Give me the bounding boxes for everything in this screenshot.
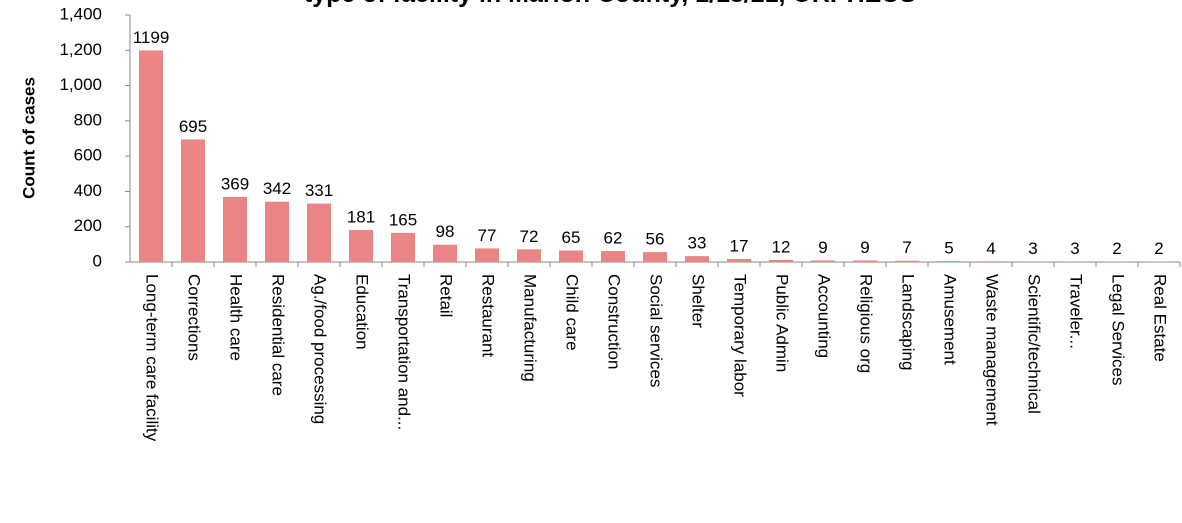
x-tick-label: Child care — [563, 274, 582, 351]
x-tick-label: Retail — [437, 274, 456, 317]
x-tick-label: Legal Services — [1109, 274, 1128, 386]
data-label: 17 — [730, 236, 749, 255]
bar — [643, 252, 667, 262]
y-tick-label: 400 — [74, 181, 102, 200]
data-label: 165 — [389, 210, 417, 229]
data-label: 56 — [646, 230, 665, 249]
x-tick-label: Scientific/technical — [1025, 274, 1044, 414]
data-label: 3 — [1028, 239, 1037, 258]
bar — [433, 244, 457, 262]
x-tick-label: Amusement — [941, 274, 960, 365]
data-label: 77 — [478, 226, 497, 245]
y-tick-label: 1,400 — [59, 4, 102, 23]
data-label: 9 — [818, 238, 827, 257]
bar — [1063, 261, 1087, 262]
data-label: 65 — [562, 228, 581, 247]
x-tick-label: Public Admin — [773, 274, 792, 372]
x-tick-label: Landscaping — [899, 274, 918, 370]
x-tick-label: Residential care — [269, 274, 288, 396]
x-tick-label: Real Estate — [1151, 274, 1170, 362]
bar — [1021, 261, 1045, 262]
data-label: 62 — [604, 229, 623, 248]
x-tick-label: Temporary labor — [731, 274, 750, 397]
data-label: 33 — [688, 234, 707, 253]
bar — [391, 232, 415, 262]
y-tick-label: 200 — [74, 216, 102, 235]
bar — [937, 261, 961, 262]
x-tick-label: Long-term care facility — [143, 274, 162, 442]
y-tick-label: 800 — [74, 110, 102, 129]
data-label: 1199 — [133, 28, 170, 47]
data-label: 72 — [520, 227, 539, 246]
x-tick-label: Accounting — [815, 274, 834, 358]
bar — [559, 250, 583, 262]
x-tick-label: Restaurant — [479, 274, 498, 357]
bar — [769, 259, 793, 262]
x-tick-label: Manufacturing — [521, 274, 540, 382]
y-axis-label: Count of cases — [19, 77, 38, 199]
x-tick-label: Transportation and... — [395, 274, 414, 430]
data-label: 369 — [221, 174, 249, 193]
data-label: 2 — [1154, 239, 1163, 258]
bar — [811, 260, 835, 262]
bar — [139, 50, 163, 262]
y-tick-label: 1,200 — [59, 40, 102, 59]
bar — [517, 249, 541, 262]
y-tick-label: 600 — [74, 146, 102, 165]
data-label: 5 — [944, 239, 953, 258]
x-tick-label: Religious org — [857, 274, 876, 373]
bar — [349, 230, 373, 262]
data-label: 4 — [986, 239, 995, 258]
data-label: 98 — [436, 222, 455, 241]
y-tick-label: 1,000 — [59, 75, 102, 94]
x-tick-label: Waste management — [983, 274, 1002, 426]
x-tick-label: Corrections — [185, 274, 204, 361]
x-tick-label: Ag./food processing — [311, 274, 330, 424]
data-label: 342 — [263, 179, 291, 198]
y-tick-label: 0 — [93, 251, 102, 270]
bar — [979, 261, 1003, 262]
x-tick-label: Shelter — [689, 274, 708, 328]
data-label: 181 — [347, 208, 375, 227]
data-label: 695 — [179, 117, 207, 136]
bar — [265, 201, 289, 262]
data-label: 331 — [305, 181, 333, 200]
bar — [685, 256, 709, 262]
bar — [895, 260, 919, 262]
x-tick-label: Traveler... — [1067, 274, 1086, 349]
data-label: 7 — [902, 238, 911, 257]
x-tick-label: Health care — [227, 274, 246, 361]
x-tick-label: Construction — [605, 274, 624, 369]
data-label: 12 — [772, 237, 791, 256]
bar — [853, 260, 877, 262]
x-tick-label: Education — [353, 274, 372, 350]
bar — [307, 203, 331, 262]
bar — [475, 248, 499, 262]
data-label: 3 — [1070, 239, 1079, 258]
chart-title: type of facility in Marion County, 1/18/… — [304, 0, 916, 8]
bar — [181, 139, 205, 262]
x-tick-label: Social services — [647, 274, 666, 387]
bar — [223, 196, 247, 262]
bar — [601, 251, 625, 262]
data-label: 9 — [860, 238, 869, 257]
bar — [727, 259, 751, 262]
data-label: 2 — [1112, 239, 1121, 258]
